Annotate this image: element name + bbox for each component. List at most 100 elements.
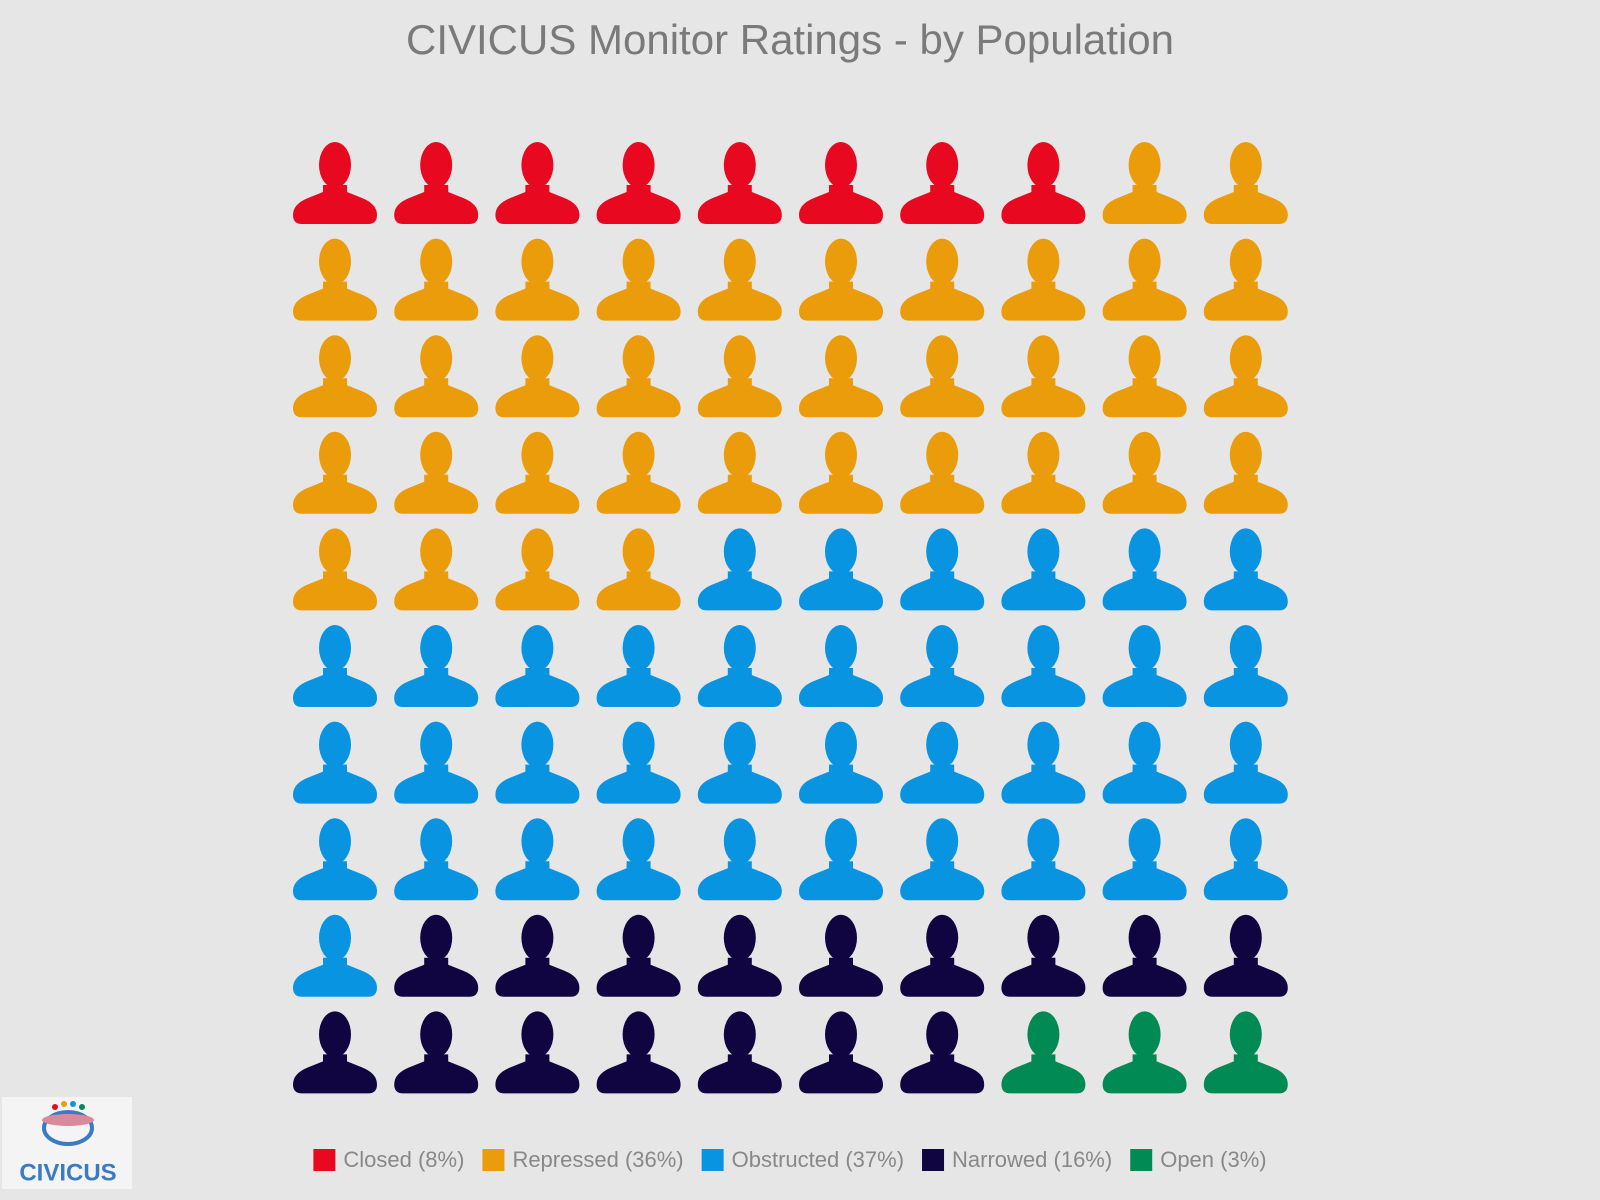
person-icon — [1001, 914, 1086, 997]
person-icon — [1102, 1011, 1187, 1094]
icon-head — [825, 528, 857, 575]
icon-head — [319, 431, 351, 478]
person-icon — [1102, 721, 1187, 804]
person-icon — [1203, 721, 1288, 804]
icon-body — [1102, 1054, 1187, 1094]
person-icon — [394, 238, 479, 321]
icon-head — [521, 528, 554, 575]
icon-body — [394, 185, 479, 224]
icon-body — [394, 571, 479, 611]
logo-ring — [42, 1110, 94, 1146]
person-icon — [596, 625, 681, 707]
icon-head — [1229, 914, 1262, 961]
person-icon — [1102, 625, 1187, 707]
person-icon — [1102, 335, 1187, 418]
person-icon — [394, 528, 479, 611]
person-icon — [394, 335, 479, 418]
person-icon — [900, 431, 985, 514]
icon-head — [622, 818, 655, 865]
icon-body — [697, 378, 782, 418]
icon-head — [723, 625, 756, 671]
icon-body — [697, 281, 782, 321]
icon-head — [1027, 238, 1060, 285]
icon-head — [1128, 142, 1161, 188]
icon-head — [1128, 528, 1161, 575]
icon-head — [825, 335, 857, 382]
icon-head — [521, 142, 554, 188]
icon-body — [596, 571, 681, 611]
icon-body — [900, 764, 985, 804]
icon-body — [697, 1054, 782, 1094]
icon-body — [1102, 281, 1187, 321]
person-icon — [900, 625, 985, 707]
icon-head — [622, 721, 655, 768]
logo-text: CIVICUS — [19, 1159, 116, 1186]
person-icon — [394, 914, 479, 997]
icon-head — [420, 142, 453, 188]
icon-head — [1027, 335, 1060, 382]
icon-body — [1102, 668, 1187, 707]
icon-head — [622, 238, 655, 285]
icon-head — [420, 528, 453, 575]
person-icon — [293, 721, 377, 804]
person-icon — [394, 142, 479, 224]
icon-body — [495, 378, 580, 418]
icon-head — [420, 818, 453, 865]
person-icon — [596, 914, 681, 997]
icon-head — [825, 142, 857, 188]
icon-body — [1203, 474, 1288, 514]
logo-dot — [52, 1104, 58, 1110]
icon-body — [900, 571, 985, 611]
icon-body — [697, 861, 782, 901]
icon-head — [1027, 528, 1060, 575]
icon-body — [900, 474, 985, 514]
person-icon — [293, 1011, 377, 1094]
person-icon — [596, 818, 681, 901]
logo-dot — [61, 1101, 67, 1107]
person-icon — [1203, 818, 1288, 901]
person-icon — [1102, 142, 1187, 224]
icon-head — [926, 528, 959, 575]
person-icon — [293, 528, 377, 611]
icon-head — [521, 818, 554, 865]
icon-body — [697, 764, 782, 804]
icon-head — [1229, 238, 1262, 285]
person-icon — [799, 142, 883, 224]
icon-head — [319, 142, 351, 188]
person-icon — [1001, 1011, 1086, 1094]
icon-body — [293, 957, 377, 997]
person-icon — [1001, 238, 1086, 321]
icon-body — [1001, 281, 1086, 321]
icon-head — [1128, 914, 1161, 961]
icon-body — [1001, 861, 1086, 901]
icon-head — [926, 625, 959, 671]
icon-body — [495, 668, 580, 707]
icon-body — [394, 1054, 479, 1094]
icon-head — [622, 625, 655, 671]
person-icon — [1203, 142, 1288, 224]
icon-head — [926, 721, 959, 768]
person-icon — [1001, 335, 1086, 418]
icon-body — [596, 861, 681, 901]
icon-body — [1203, 764, 1288, 804]
legend-label: Obstructed (37%) — [732, 1147, 904, 1172]
icon-head — [1027, 431, 1060, 478]
icon-body — [900, 1054, 985, 1094]
icon-body — [394, 378, 479, 418]
icon-head — [1128, 721, 1161, 768]
icon-body — [1203, 378, 1288, 418]
icon-head — [1027, 625, 1060, 671]
icon-body — [900, 861, 985, 901]
icon-head — [723, 431, 756, 478]
icon-head — [723, 238, 756, 285]
icon-body — [697, 957, 782, 997]
icon-body — [900, 185, 985, 224]
person-icon — [799, 1011, 883, 1094]
icon-body — [900, 281, 985, 321]
person-icon — [293, 625, 377, 707]
icon-body — [495, 571, 580, 611]
icon-body — [900, 378, 985, 418]
person-icon — [495, 625, 580, 707]
person-icon — [293, 238, 377, 321]
icon-head — [1128, 818, 1161, 865]
